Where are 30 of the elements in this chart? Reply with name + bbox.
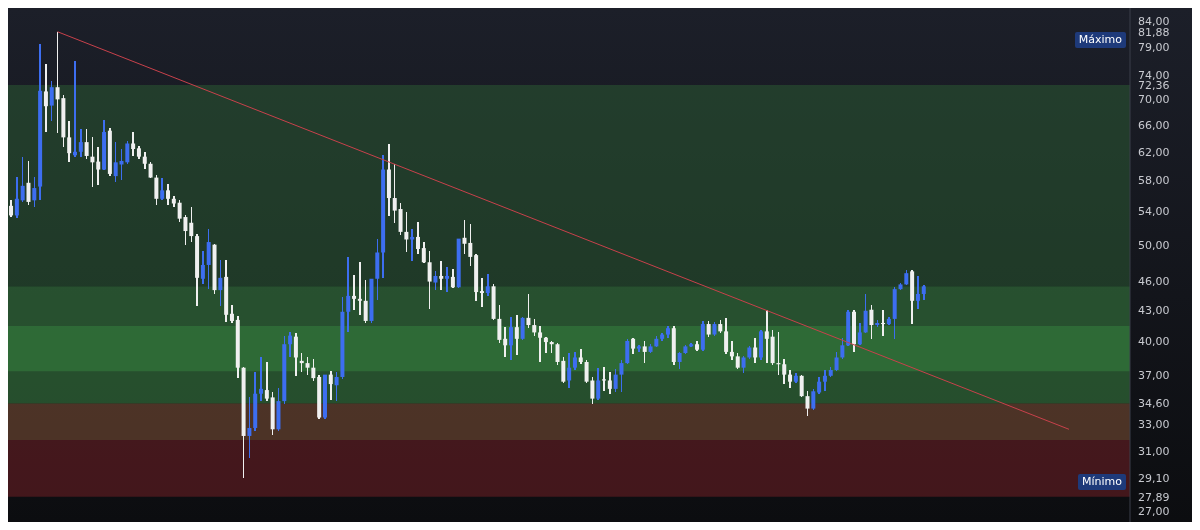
candlestick	[822, 369, 827, 392]
y-tick-label: 58,00	[1138, 174, 1170, 188]
y-tick-label: 37,00	[1138, 368, 1170, 382]
candlestick	[764, 309, 769, 364]
y-tick-label: 31,00	[1138, 444, 1170, 458]
candlestick	[485, 274, 490, 296]
y-tick-label: 50,00	[1138, 238, 1170, 252]
candlestick	[503, 327, 508, 358]
y-tick-label: 46,00	[1138, 274, 1170, 288]
candlestick	[328, 371, 333, 400]
y-tick-label: 40,00	[1138, 334, 1170, 348]
candlestick	[538, 326, 543, 362]
y-tick-label: 66,00	[1138, 118, 1170, 132]
y-tick-label: 54,00	[1138, 205, 1170, 219]
y-tick-label: 27,89	[1138, 490, 1170, 504]
candlestick	[259, 357, 264, 402]
y-tick-label: 81,88	[1138, 25, 1170, 39]
y-tick-label: 62,00	[1138, 145, 1170, 159]
y-tick-label: 33,00	[1138, 417, 1170, 431]
annotation: Máximo	[1074, 32, 1126, 48]
y-tick-label: 29,10	[1138, 472, 1170, 486]
y-tick-label: 43,00	[1138, 303, 1170, 317]
candlestick	[264, 361, 269, 402]
annotation: Mínimo	[1077, 474, 1126, 490]
candlestick	[543, 336, 548, 354]
y-tick-label: 84,00	[1138, 14, 1170, 28]
y-tick-label: 34,60	[1138, 397, 1170, 411]
y-tick-label: 27,00	[1138, 504, 1170, 518]
y-tick-label: 79,00	[1138, 41, 1170, 55]
y-tick-label: 70,00	[1138, 93, 1170, 107]
